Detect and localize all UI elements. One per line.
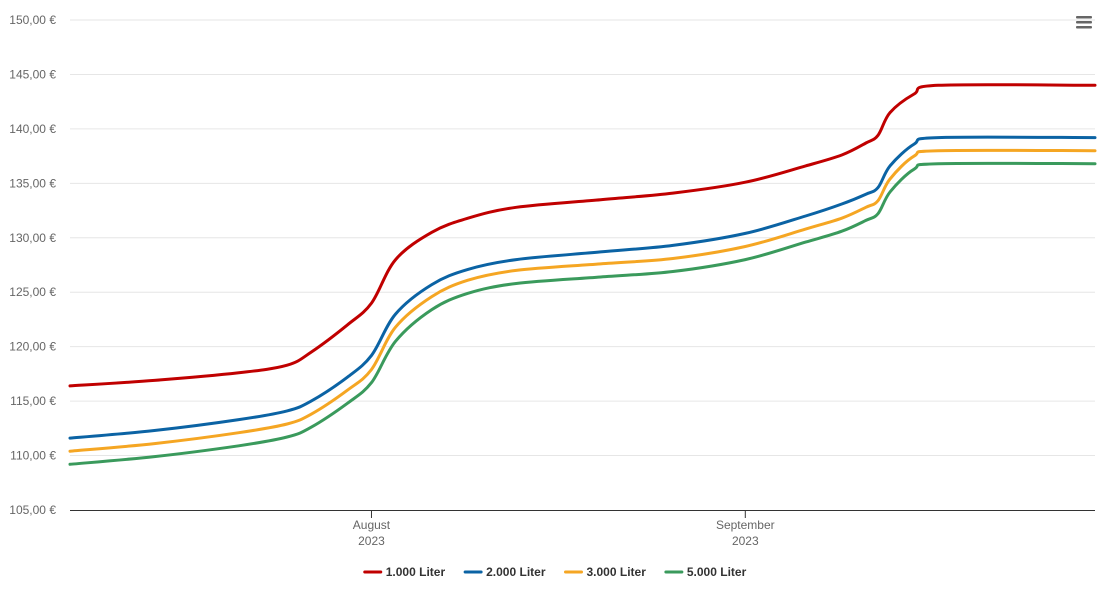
x-tick-year-label: 2023 bbox=[358, 534, 385, 548]
y-tick-label: 145,00 € bbox=[9, 67, 56, 81]
series-line-1[interactable] bbox=[68, 83, 1097, 388]
y-tick-label: 135,00 € bbox=[9, 176, 56, 190]
legend: 1.000 Liter 2.000 Liter 3.000 Liter 5.000 L… bbox=[363, 565, 747, 579]
y-axis: 105,00 € 110,00 € 115,00 € 120,00 € 125,00 €… bbox=[9, 13, 56, 517]
legend-item[interactable]: 1.000 Liter bbox=[363, 565, 446, 579]
legend-item[interactable]: 3.000 Liter bbox=[564, 565, 647, 579]
y-tick-label: 130,00 € bbox=[9, 231, 56, 245]
y-tick-label: 115,00 € bbox=[10, 394, 56, 408]
chart-menu-button[interactable] bbox=[1074, 14, 1094, 32]
plot-area bbox=[68, 83, 1097, 466]
series-line-2[interactable] bbox=[68, 135, 1097, 440]
y-tick-label: 140,00 € bbox=[9, 122, 56, 136]
legend-label: 5.000 Liter bbox=[687, 565, 747, 579]
x-tick-label: August bbox=[353, 518, 391, 532]
y-tick-label: 125,00 € bbox=[9, 285, 56, 299]
y-tick-label: 150,00 € bbox=[9, 13, 56, 27]
legend-label: 1.000 Liter bbox=[386, 565, 446, 579]
grid bbox=[70, 19, 1095, 457]
x-axis: August 2023 September 2023 bbox=[70, 510, 1095, 548]
hamburger-menu-icon bbox=[1076, 16, 1092, 29]
series-line-3[interactable] bbox=[68, 148, 1097, 453]
x-tick-label: September bbox=[716, 518, 775, 532]
y-tick-label: 120,00 € bbox=[9, 340, 56, 354]
legend-label: 3.000 Liter bbox=[587, 565, 647, 579]
y-tick-label: 110,00 € bbox=[10, 449, 56, 463]
x-tick-year-label: 2023 bbox=[732, 534, 759, 548]
legend-label: 2.000 Liter bbox=[486, 565, 546, 579]
y-tick-label: 105,00 € bbox=[9, 503, 56, 517]
series-line-4[interactable] bbox=[68, 161, 1097, 466]
legend-item[interactable]: 2.000 Liter bbox=[463, 565, 546, 579]
legend-item[interactable]: 5.000 Liter bbox=[664, 565, 747, 579]
